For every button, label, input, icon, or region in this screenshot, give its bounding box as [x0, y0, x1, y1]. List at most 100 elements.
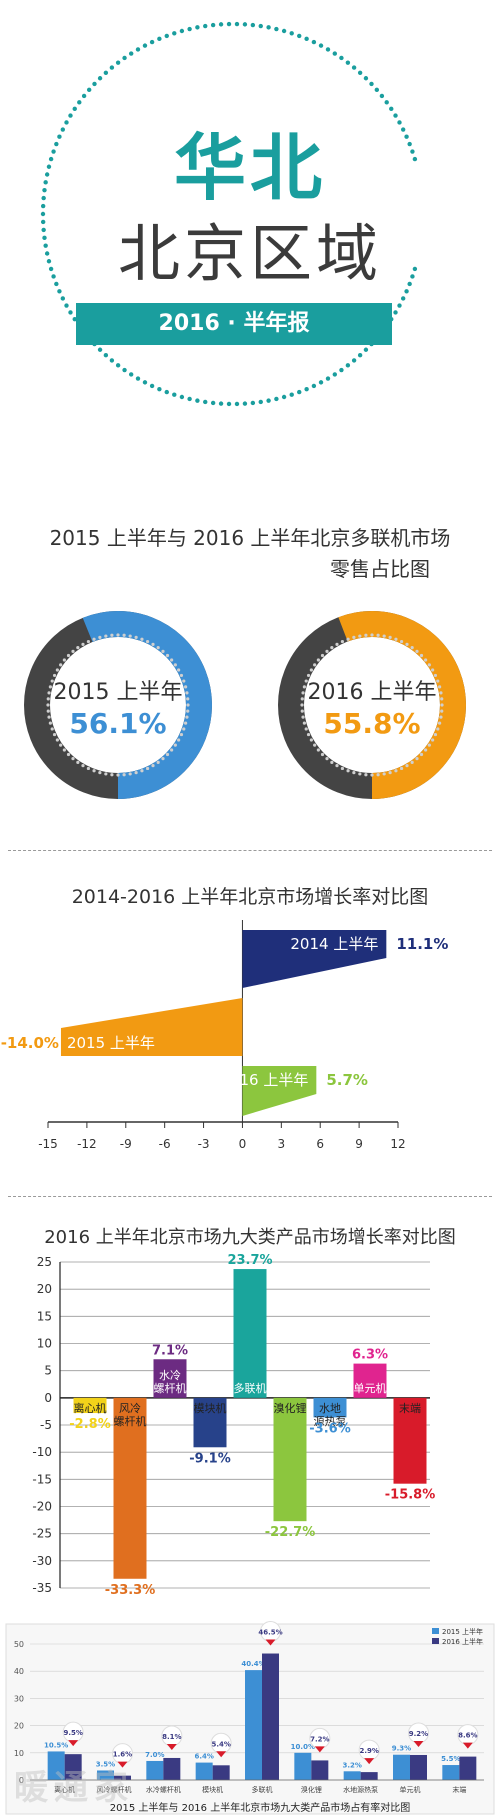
down-arrow-icon: [68, 1740, 79, 1747]
ring-dot: [68, 310, 73, 315]
y-tick-label: 5: [44, 1364, 52, 1378]
donut-inner-dot: [382, 772, 386, 776]
ring-dot: [86, 87, 92, 93]
donut-inner-dot: [76, 760, 80, 764]
y-tick-label: -10: [32, 1445, 52, 1459]
donut-inner-dot: [86, 766, 91, 771]
ring-dot: [41, 195, 46, 201]
category-value-label: -15.8%: [385, 1488, 436, 1503]
growth-bar-category: 2015 上半年: [67, 1034, 155, 1052]
x-tick-label: -3: [198, 1137, 210, 1151]
category-label: 模块机: [194, 1401, 227, 1415]
share-bar: [64, 1754, 82, 1780]
donut-inner-dot: [440, 697, 444, 701]
category-growth-title: 2016 上半年北京市场九大类产品市场增长率对比图: [44, 1227, 456, 1248]
donut-inner-dot: [48, 721, 52, 725]
donut-inner-dot: [179, 732, 184, 737]
category-label: 多联机: [234, 1381, 267, 1395]
ring-dot: [115, 60, 121, 65]
ring-dot: [51, 149, 56, 154]
ring-dot: [57, 134, 62, 139]
growth-bar-category: 2014 上半年: [290, 935, 378, 953]
watermark: 暖通家: [14, 1768, 134, 1808]
ring-dot: [44, 172, 50, 177]
x-tick-label: 0: [239, 1137, 247, 1151]
donut-inner-dot: [81, 764, 85, 768]
ring-dot: [115, 363, 121, 368]
ring-dot: [404, 289, 409, 294]
share-bar: [442, 1765, 460, 1780]
ring-dot: [242, 22, 248, 27]
donut-label: 2016 上半年: [308, 680, 437, 705]
ring-dot: [187, 396, 192, 402]
ring-dot: [164, 33, 169, 39]
share-bar: [311, 1760, 329, 1780]
ring-dot: [179, 28, 185, 34]
donut-inner-dot: [405, 642, 409, 646]
ring-dot: [57, 289, 62, 294]
donut-inner-dot: [316, 748, 320, 752]
donut-inner-dot: [66, 752, 71, 757]
donut-inner-dot: [116, 633, 120, 637]
donut-inner-dot: [364, 773, 368, 777]
ring-dot: [51, 274, 56, 279]
donut-inner-dot: [184, 685, 188, 689]
ring-dot: [72, 106, 77, 112]
donut-inner-dot: [185, 715, 189, 719]
donut-inner-dot: [335, 642, 339, 646]
x-tick-label: 12: [390, 1137, 405, 1151]
ring-dot: [281, 28, 287, 34]
donut-inner-dot: [161, 757, 165, 761]
ring-dot: [109, 65, 115, 70]
ring-dot: [339, 367, 344, 373]
donut-inner-dot: [300, 709, 304, 713]
share-bar: [459, 1756, 477, 1780]
share-value-label: 9.3%: [392, 1745, 411, 1753]
category-label: 溴化锂: [301, 1785, 322, 1794]
donut-segment: [24, 611, 212, 799]
ring-dot: [393, 113, 398, 118]
ring-dot: [266, 398, 271, 403]
category-label: 离心机: [74, 1401, 107, 1415]
dotted-ring: [40, 21, 418, 407]
ring-dot: [172, 392, 177, 397]
donut-inner-dot: [419, 752, 424, 757]
ring-dot: [318, 380, 324, 385]
donut-inner-dot: [424, 748, 428, 752]
share-value-label: 5.5%: [441, 1755, 460, 1763]
y-tick-label: 0: [44, 1391, 52, 1405]
legend-swatch: [432, 1638, 439, 1644]
donut-inner-dot: [439, 715, 443, 719]
donut-inner-dot: [306, 732, 311, 737]
ring-dot: [122, 55, 127, 61]
share-bar: [410, 1754, 427, 1780]
category-growth-bar: [353, 1363, 387, 1398]
donut-inner-dot: [370, 633, 374, 637]
ring-dot: [135, 376, 141, 381]
growth-bar: [242, 1066, 317, 1116]
ring-dot: [135, 47, 141, 52]
ring-dot: [351, 65, 357, 70]
donut-inner-dot: [98, 771, 102, 775]
category-label: 螺杆机: [114, 1414, 147, 1428]
growth-bar-value: 11.1%: [396, 935, 448, 953]
banner-text: 2016 · 半年报: [158, 311, 310, 336]
share-bar: [195, 1762, 213, 1780]
ring-dot: [410, 149, 415, 154]
donut-inner-dot: [52, 673, 57, 678]
ring-dot: [234, 401, 240, 407]
category-label: 末端: [399, 1401, 421, 1415]
donut-inner-dot: [98, 635, 102, 639]
ring-dot: [128, 372, 134, 377]
ring-dot: [412, 156, 418, 162]
donut-inner-dot: [330, 760, 334, 764]
donut-inner-dot: [424, 658, 428, 662]
y-tick-label: -35: [32, 1581, 52, 1595]
ring-dot: [210, 400, 216, 406]
donut-inner-dot: [110, 773, 114, 777]
donut-inner-dot: [128, 772, 132, 776]
donut-inner-dot: [161, 649, 165, 653]
legend-swatch: [432, 1628, 439, 1634]
ring-dot: [325, 376, 331, 381]
